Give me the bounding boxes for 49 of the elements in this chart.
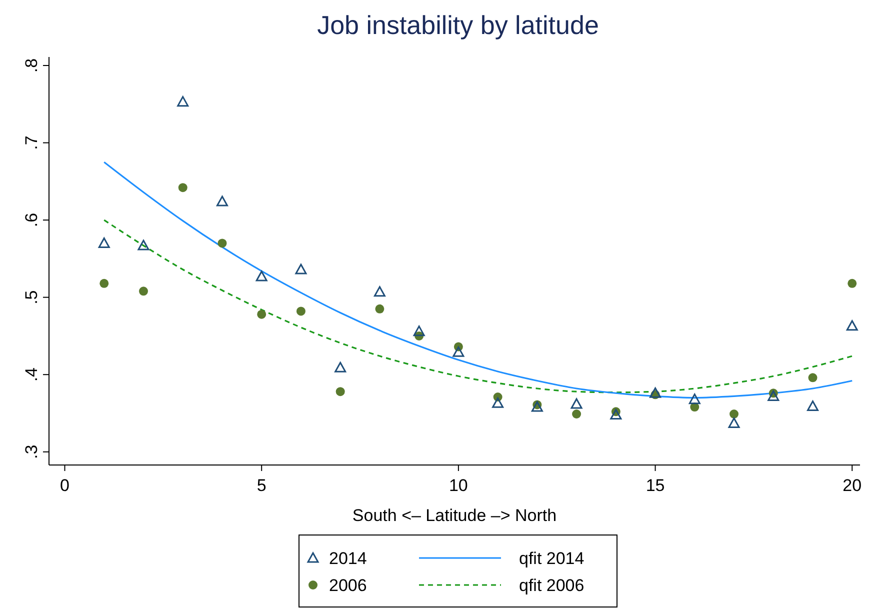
y-tick-label: .6: [22, 212, 41, 228]
point: [334, 362, 346, 372]
point: [100, 278, 109, 288]
x-axis-title: South <– Latitude –> North: [352, 506, 557, 525]
point: [572, 410, 582, 418]
legend-label: qfit 2006: [519, 576, 584, 595]
point: [452, 346, 464, 357]
point: [218, 238, 227, 248]
point: [492, 397, 504, 408]
point: [531, 401, 543, 412]
legend-label: 2006: [329, 576, 367, 595]
y-tick-label: .4: [22, 367, 41, 382]
chart-title: Job instability by latitude: [317, 10, 599, 40]
point: [688, 394, 700, 404]
y-tick-label: .8: [22, 58, 41, 73]
point: [807, 400, 819, 412]
point: [848, 278, 857, 288]
legend-label: 2014: [329, 549, 367, 568]
point: [98, 237, 110, 248]
point: [374, 286, 386, 297]
point: [610, 409, 622, 420]
y-tick-label: .3: [22, 444, 41, 459]
y-tick-label: .7: [22, 136, 41, 150]
point: [650, 387, 662, 398]
point: [413, 326, 425, 336]
point: [808, 373, 818, 382]
point: [178, 183, 188, 192]
point: [295, 264, 307, 274]
point: [138, 286, 148, 296]
point: [336, 387, 345, 396]
point: [768, 390, 780, 401]
point: [375, 304, 384, 314]
point: [177, 96, 189, 107]
point: [257, 310, 266, 319]
x-tick-label: 20: [842, 476, 862, 495]
point: [730, 410, 739, 418]
x-tick-label: 5: [256, 476, 266, 495]
x-tick-label: 15: [646, 476, 665, 495]
x-tick-label: 10: [448, 476, 468, 495]
point: [570, 398, 582, 409]
point: [846, 320, 858, 331]
point: [216, 196, 228, 206]
point: [296, 306, 306, 316]
legend-label: qfit 2014: [519, 549, 584, 568]
x-tick-label: 0: [60, 476, 70, 495]
point: [256, 270, 268, 282]
point: [138, 240, 150, 250]
y-tick-label: .5: [22, 290, 41, 304]
point: [728, 418, 740, 428]
